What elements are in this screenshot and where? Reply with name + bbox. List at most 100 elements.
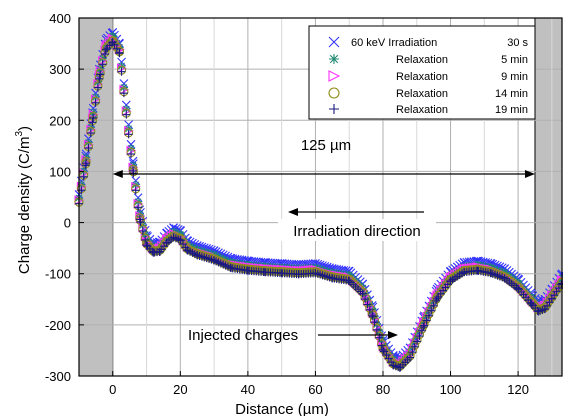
profile-marker xyxy=(413,337,422,346)
profile-marker xyxy=(101,50,110,59)
profile-marker xyxy=(89,113,98,122)
injected-label: Injected charges xyxy=(188,327,298,344)
x-tick-label: 60 xyxy=(308,382,322,397)
legend-label-2: Relaxation xyxy=(396,54,448,66)
profile-marker xyxy=(427,306,436,315)
data-point xyxy=(102,45,111,54)
width-arrowhead-left xyxy=(112,169,123,178)
y-tick-label: -300 xyxy=(45,369,71,384)
profile-marker xyxy=(119,89,128,98)
profile-marker xyxy=(557,280,563,289)
legend-marker-2 xyxy=(329,54,339,64)
legend-label-3: Relaxation xyxy=(396,71,448,83)
profile-marker xyxy=(98,60,107,69)
width-annotation: 125 µm xyxy=(112,137,535,178)
data-point xyxy=(95,74,104,83)
data-point xyxy=(122,110,131,119)
y-tick-label: 100 xyxy=(49,164,71,179)
profile-marker xyxy=(127,150,136,159)
y-axis-title-sup: 3 xyxy=(14,131,25,137)
legend-marker-4 xyxy=(328,87,340,99)
legend-markers xyxy=(328,36,341,114)
profile-marker xyxy=(408,348,417,357)
legend-box xyxy=(308,25,536,120)
x-tick-label: 120 xyxy=(507,382,529,397)
direction-label: Irradiation direction xyxy=(293,223,421,240)
y-tick-label: -100 xyxy=(45,267,71,282)
profile-marker xyxy=(134,203,143,212)
profile-marker xyxy=(84,144,93,153)
x-tick-label: 100 xyxy=(440,382,462,397)
profile-marker xyxy=(129,169,138,178)
y-axis-title-close: ) xyxy=(16,126,33,131)
legend-marker-5 xyxy=(329,104,339,114)
x-axis-title: Distance (µm) xyxy=(235,401,329,416)
data-point xyxy=(419,322,428,331)
injected-arrowhead xyxy=(388,331,398,339)
profile-marker xyxy=(141,235,150,244)
data-point xyxy=(142,241,151,250)
series-5 xyxy=(75,38,563,372)
profile-marker xyxy=(422,316,431,325)
profile-marker xyxy=(417,326,426,335)
profile-marker xyxy=(368,311,377,320)
data-point xyxy=(368,312,377,321)
profile-marker xyxy=(79,172,88,181)
profile-marker xyxy=(363,300,372,309)
legend-label-1: 60 keV Irradiation xyxy=(351,37,437,49)
profile-marker xyxy=(86,129,95,138)
legend-time-3: 9 min xyxy=(501,71,528,83)
data-point xyxy=(433,294,442,303)
x-tick-label: 80 xyxy=(376,382,390,397)
direction-arrowhead xyxy=(288,208,298,216)
legend-label-5: Relaxation xyxy=(396,104,448,116)
profile-marker xyxy=(377,341,386,350)
legend: 60 keV Irradiation 30 s Relaxation 5 min… xyxy=(308,25,536,120)
data-point xyxy=(527,299,536,308)
legend-time-1: 30 s xyxy=(507,37,528,49)
direction-annotation: Irradiation direction xyxy=(278,208,436,241)
profile-marker xyxy=(136,218,145,227)
profile-marker xyxy=(117,67,126,76)
injected-annotation: Injected charges xyxy=(188,327,398,344)
profile-marker xyxy=(372,325,381,334)
profile-marker xyxy=(124,130,133,139)
data-point xyxy=(378,345,387,354)
profile-marker xyxy=(429,301,438,310)
y-axis-title-main: Charge density (C/m xyxy=(16,137,33,275)
profile-marker xyxy=(415,332,424,341)
profile-marker xyxy=(420,321,429,330)
x-tick-label: 20 xyxy=(173,382,187,397)
profile-marker xyxy=(138,227,147,236)
legend-marker-3 xyxy=(328,70,341,82)
profile-marker xyxy=(358,289,367,298)
profile-marker xyxy=(131,186,140,195)
direction-label-bg xyxy=(278,219,436,241)
profile-marker xyxy=(410,342,419,351)
y-tick-label: 0 xyxy=(64,216,71,231)
profile-marker xyxy=(91,98,100,107)
profile-marker xyxy=(82,159,91,168)
y-axis-title: Charge density (C/m3) xyxy=(14,126,33,274)
y-tick-label: -200 xyxy=(45,318,71,333)
profile-marker xyxy=(370,318,379,327)
legend-time-4: 14 min xyxy=(495,88,528,100)
x-tick-label: 40 xyxy=(241,382,255,397)
profile-marker xyxy=(365,305,374,314)
shaded-region xyxy=(534,18,562,376)
profile-marker xyxy=(361,295,370,304)
y-tick-label: 400 xyxy=(49,11,71,26)
width-label: 125 µm xyxy=(301,137,351,154)
profile-marker xyxy=(424,311,433,320)
y-tick-label: 300 xyxy=(49,62,71,77)
legend-time-5: 19 min xyxy=(495,104,528,116)
tick-labels: 0 20 40 60 80 100 120 -300 -200 -100 0 100 200 300 400 xyxy=(45,11,529,397)
shaded-region xyxy=(79,18,113,376)
data-series xyxy=(74,27,563,372)
profile-marker xyxy=(406,353,415,362)
profile-marker xyxy=(96,70,105,79)
width-arrowhead-right xyxy=(524,169,535,178)
x-tick-label: 0 xyxy=(109,382,116,397)
profile-marker xyxy=(115,48,124,57)
